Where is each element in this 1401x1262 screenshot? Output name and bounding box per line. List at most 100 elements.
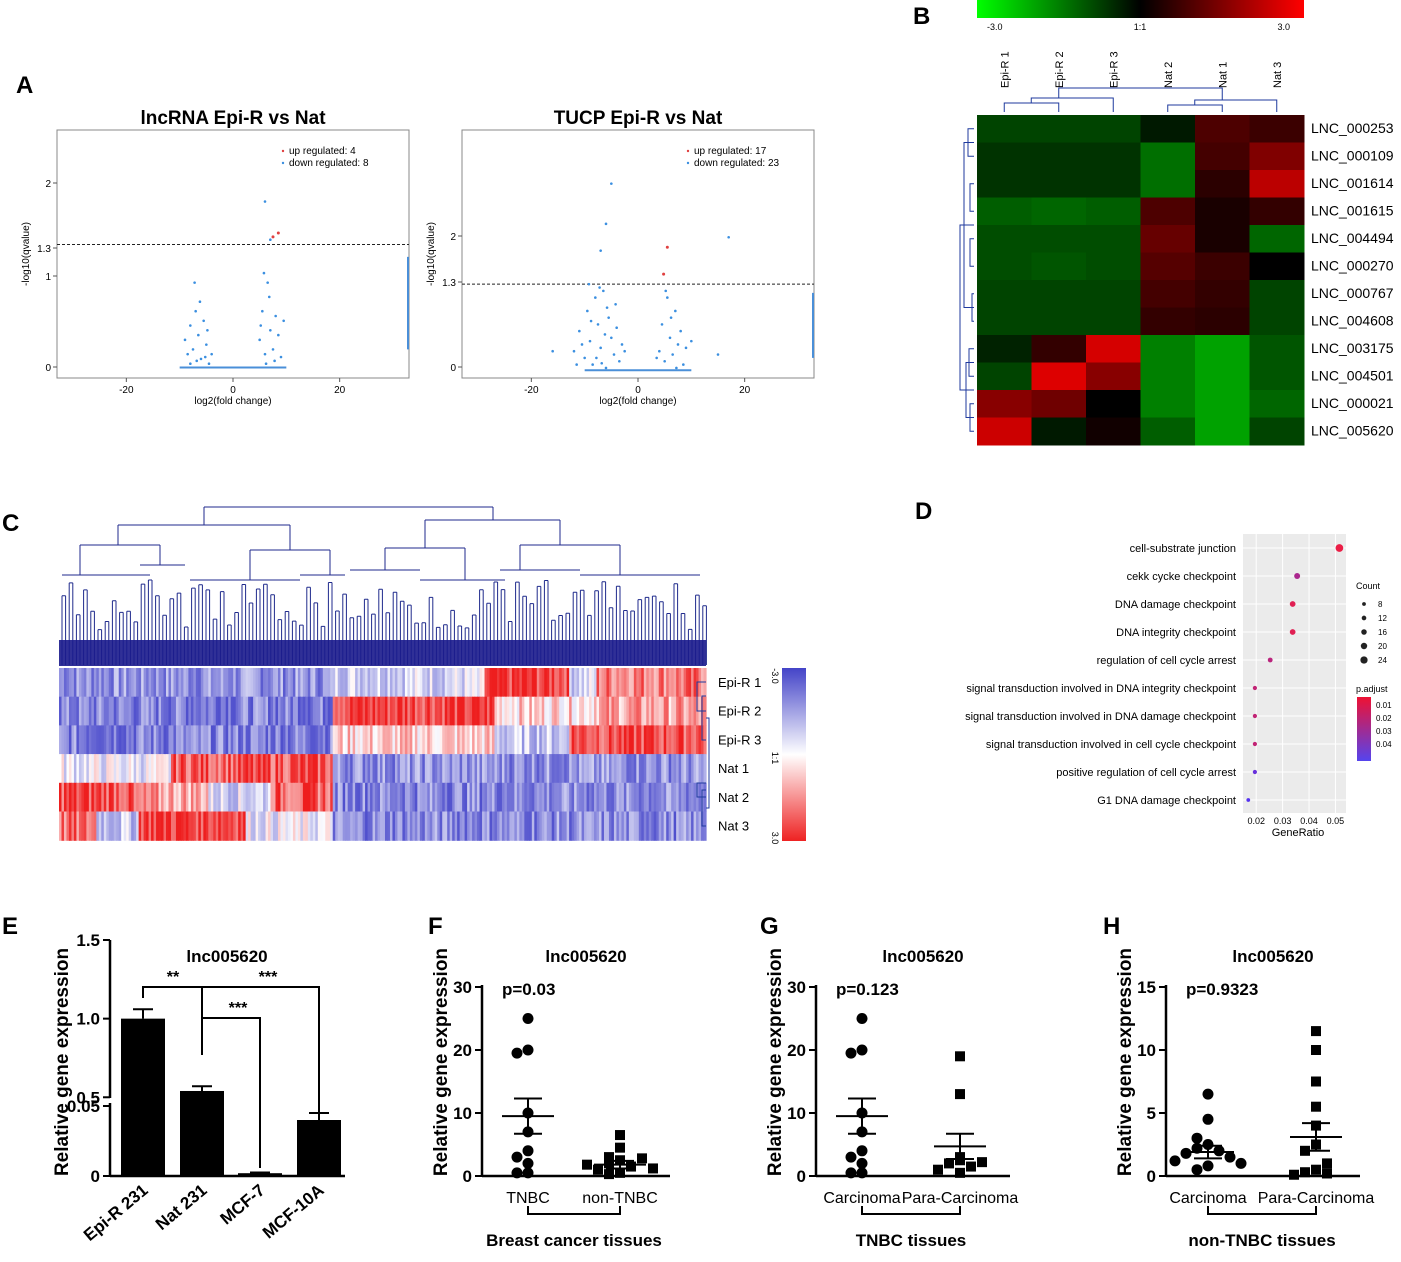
heatmap-cell [111,725,115,755]
heatmap-cell [539,782,543,813]
data-point [1202,1139,1214,1150]
heatmap-cell [621,754,625,784]
heatmap-cell [277,696,282,726]
heatmap-cell [564,668,568,698]
x-axis-label: log2(fold change) [194,396,271,407]
data-point [593,1164,603,1175]
heatmap-cell [541,782,545,813]
heatmap-cell [340,754,344,784]
heatmap-cell [240,725,244,755]
heatmap-cell [128,754,132,784]
heatmap-cell [514,696,518,726]
heatmap-cell [556,754,560,784]
heatmap-cell [66,811,70,841]
heatmap-cell [656,696,660,726]
volcano-point [658,349,661,353]
heatmap-cell [310,668,314,698]
heatmap-cell [591,754,595,784]
heatmap-cell [195,696,199,726]
heatmap-cell [362,811,366,841]
heatmap-cell [143,782,147,813]
heatmap-cell [248,668,252,698]
heatmap-cell [263,754,267,784]
heatmap-cell [295,754,299,784]
legend-p-label: 0.01 [1376,701,1392,710]
heatmap-cell [91,696,95,726]
heatmap-cell [327,782,331,813]
heatmap-cell [375,811,379,841]
group-label: non-TNBC [582,1190,658,1207]
legend-p-bar [1357,697,1371,761]
heatmap-cell [83,811,87,841]
heatmap-cell [188,668,192,698]
heatmap-cell [484,811,488,841]
heatmap-cell [611,754,615,784]
heatmap-cell [106,811,110,841]
heatmap-cell [345,725,349,755]
heatmap-cell [551,754,555,784]
heatmap-cell [287,782,292,813]
heatmap-cell [429,754,433,784]
p-value-label: p=0.123 [836,980,899,999]
heatmap-cell [531,696,535,726]
heatmap-cell [414,668,418,698]
heatmap-cell [138,754,142,784]
volcano-point [610,336,613,340]
heatmap-cell [482,696,486,726]
data-point [845,1167,857,1179]
heatmap-cell [509,725,513,755]
heatmap-cell [516,811,520,841]
heatmap-cell [524,811,528,841]
heatmap-cell [668,668,672,698]
heatmap-cell [362,754,366,784]
heatmap-cell [355,754,359,784]
heatmap-cell [277,668,282,698]
heatmap-cell [621,811,625,841]
chart-title: lnc005620 [1232,947,1313,966]
heatmap-cell [118,754,122,784]
heatmap-cell [350,811,354,841]
heatmap-cell [477,725,481,755]
heatmap-cell [449,725,453,755]
heatmap-cell [389,668,394,698]
heatmap-cell [223,696,227,726]
heatmap-cell [59,668,63,698]
panel-letter-b: B [913,3,930,30]
heatmap-cell [613,668,618,698]
heatmap-cell [59,696,63,726]
heatmap-cell [536,811,540,841]
legend-count-dot [1360,642,1368,650]
heatmap-cell [1195,170,1250,198]
heatmap-cell [282,782,287,813]
heatmap-cell [151,782,155,813]
heatmap-cell [696,725,700,755]
heatmap-cell [59,754,63,784]
heatmap-cell [472,782,476,813]
heatmap-cell [549,725,553,755]
heatmap-cell [628,668,632,698]
heatmap-cell [452,782,456,813]
heatmap-cell [661,668,665,698]
heatmap-cell [238,782,242,813]
data-point [955,1155,965,1166]
heatmap-cell [586,754,590,784]
heatmap-cell [258,754,262,784]
heatmap-cell [1140,197,1196,226]
heatmap-cell [598,668,603,698]
heatmap-cell [432,696,436,726]
heatmap-cell [382,811,386,841]
heatmap-cell [268,782,272,813]
heatmap-cell [307,696,311,726]
heatmap-cell [292,754,297,784]
go-dot [1252,713,1257,719]
heatmap-cell [663,782,667,813]
heatmap-cell [91,725,95,755]
heatmap-cell [544,811,548,841]
heatmap-cell [491,696,496,726]
data-point [511,1151,523,1163]
heatmap-cell [213,696,217,726]
heatmap-cell [603,782,608,813]
heatmap-cell [541,754,545,784]
heatmap-cell [193,696,197,726]
heatmap-cell [444,725,448,755]
